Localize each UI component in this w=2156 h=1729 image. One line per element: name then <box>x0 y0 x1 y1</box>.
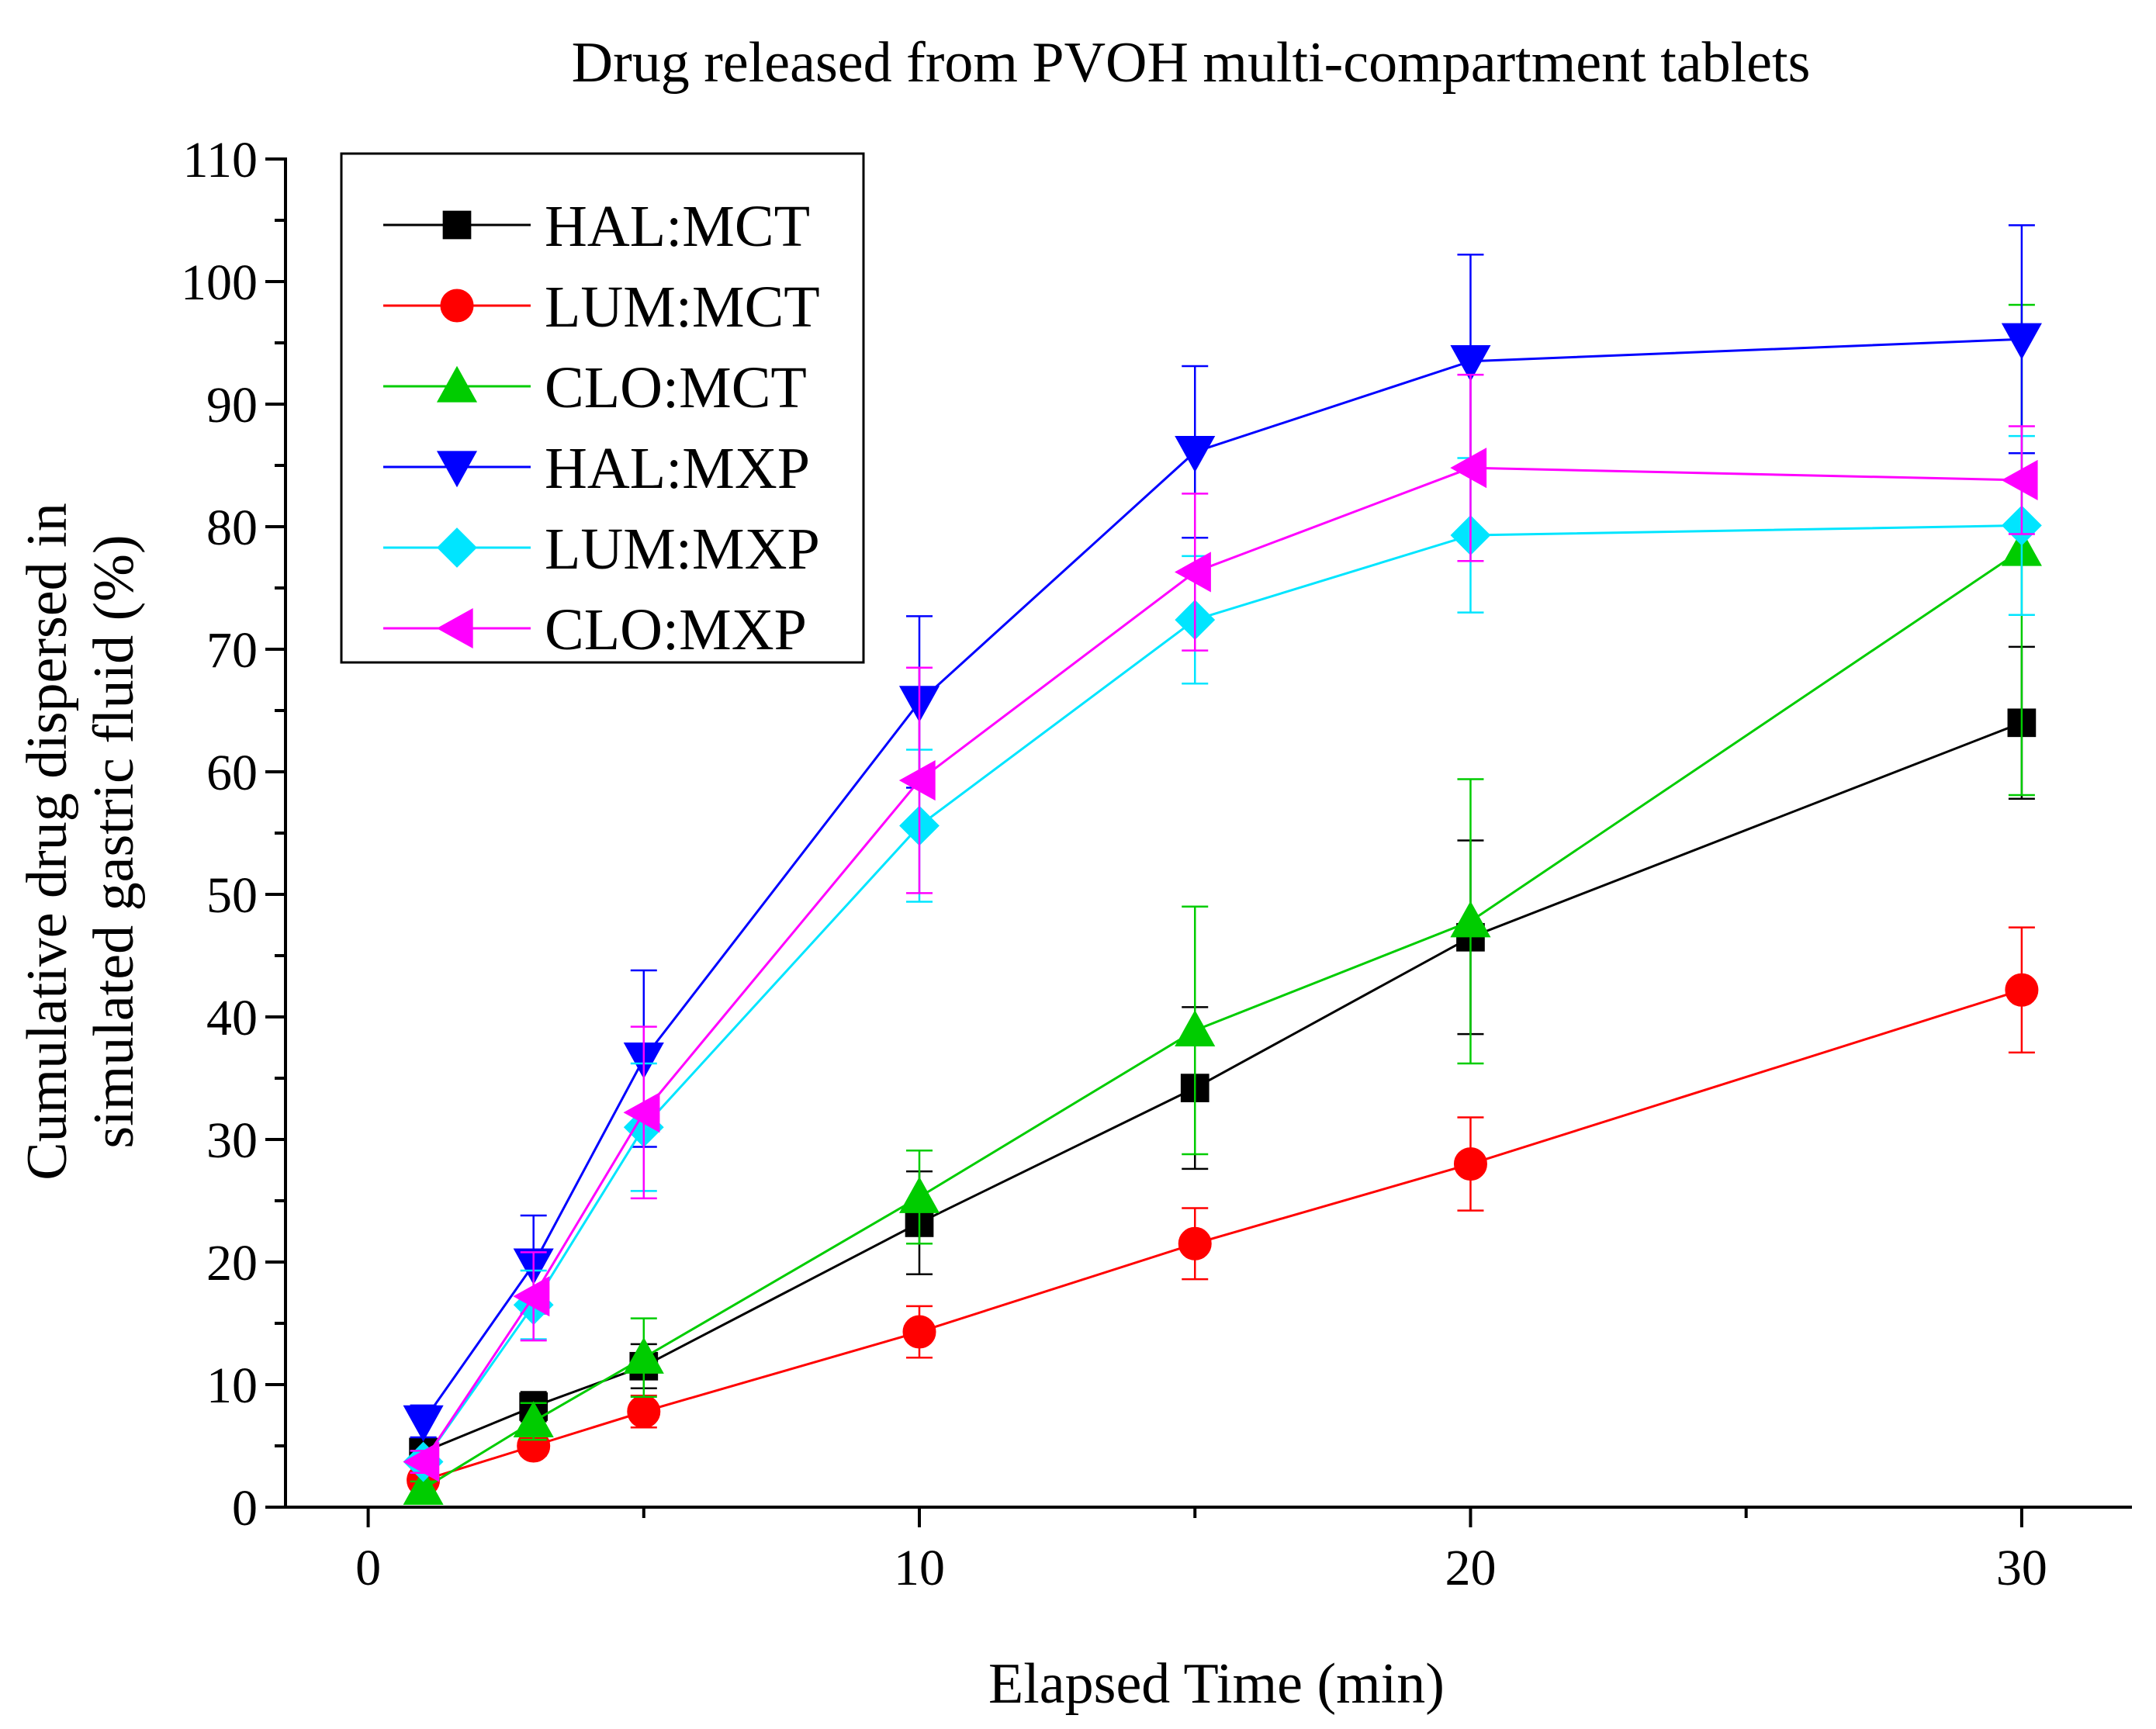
axes: 0 10 20 30 40 50 60 70 80 90 100 110 0 10 20 30 <box>181 132 2132 1596</box>
y-tick-label: 40 <box>206 990 258 1046</box>
y-tick-label: 80 <box>206 500 258 556</box>
data-point <box>898 760 936 801</box>
legend-items: HAL:MCT LUM:MCT CLO:MCT HAL:MXP LUM:MXP CLO:M… <box>383 194 820 662</box>
legend-item: CLO:MXP <box>383 597 807 662</box>
legend: HAL:MCT LUM:MCT CLO:MCT HAL:MXP LUM:MXP CLO:M… <box>340 152 865 664</box>
y-axis-label: Cumulative drug dispersed in simulated g… <box>16 503 146 1180</box>
data-point <box>403 1468 444 1505</box>
legend-marker <box>436 607 473 649</box>
legend-item: HAL:MXP <box>383 436 810 501</box>
data-point <box>2001 459 2038 501</box>
legend-label: HAL:MXP <box>545 436 810 501</box>
legend-label: CLO:MCT <box>545 355 807 420</box>
legend-marker <box>436 451 478 488</box>
data-point <box>1175 435 1216 472</box>
y-tick-label: 90 <box>206 377 258 434</box>
y-tick-label: 10 <box>206 1357 258 1414</box>
data-point <box>513 1401 554 1438</box>
data-point <box>2001 323 2042 360</box>
legend-label: CLO:MXP <box>545 597 807 662</box>
data-point <box>1450 448 1487 489</box>
legend-marker <box>442 210 472 240</box>
y-tick-label: 100 <box>181 254 258 311</box>
y-axis-label-line-1: Cumulative drug dispersed in <box>16 503 79 1180</box>
y-tick-label: 110 <box>182 132 258 188</box>
x-tick-label: 10 <box>894 1540 945 1596</box>
data-point <box>623 1092 660 1133</box>
data-point <box>1175 1010 1216 1047</box>
data-point <box>403 1441 440 1482</box>
y-tick-label: 50 <box>206 867 258 924</box>
data-point <box>902 1315 936 1349</box>
data-point <box>2005 973 2039 1007</box>
legend-label: HAL:MCT <box>545 194 810 259</box>
data-point <box>1450 901 1491 938</box>
series-layer <box>403 224 2042 1505</box>
y-axis-label-line-2: simulated gastric fluid (%) <box>82 534 146 1148</box>
data-point <box>1450 345 1491 382</box>
legend-item: LUM:MXP <box>383 517 820 582</box>
legend-marker <box>437 527 477 568</box>
data-point <box>623 1337 664 1374</box>
y-tick-label: 60 <box>206 745 258 801</box>
series-clo-mxp <box>403 373 2038 1482</box>
data-point <box>1453 1147 1487 1181</box>
legend-label: LUM:MXP <box>545 517 820 582</box>
y-tick-label: 30 <box>206 1112 258 1169</box>
data-point <box>1175 552 1211 593</box>
data-point <box>513 1276 550 1317</box>
data-point <box>1178 1226 1212 1260</box>
data-point <box>403 1405 444 1442</box>
y-tick-label: 0 <box>232 1480 258 1537</box>
legend-marker <box>436 365 478 403</box>
chart-title: Drug released from PVOH multi-compartmen… <box>572 31 1811 95</box>
legend-item: LUM:MCT <box>383 275 820 340</box>
x-tick-label: 0 <box>355 1540 381 1596</box>
legend-item: CLO:MCT <box>383 355 807 420</box>
data-point <box>627 1395 661 1429</box>
x-tick-label: 20 <box>1445 1540 1496 1596</box>
x-axis-label: Elapsed Time (min) <box>988 1652 1445 1716</box>
data-point <box>898 1177 940 1213</box>
x-tick-label: 30 <box>1996 1540 2047 1596</box>
legend-label: LUM:MCT <box>545 275 820 340</box>
legend-box <box>340 152 865 664</box>
y-tick-label: 70 <box>206 622 258 679</box>
legend-marker <box>440 289 474 323</box>
y-tick-label: 20 <box>206 1235 258 1292</box>
legend-item: HAL:MCT <box>383 194 810 259</box>
